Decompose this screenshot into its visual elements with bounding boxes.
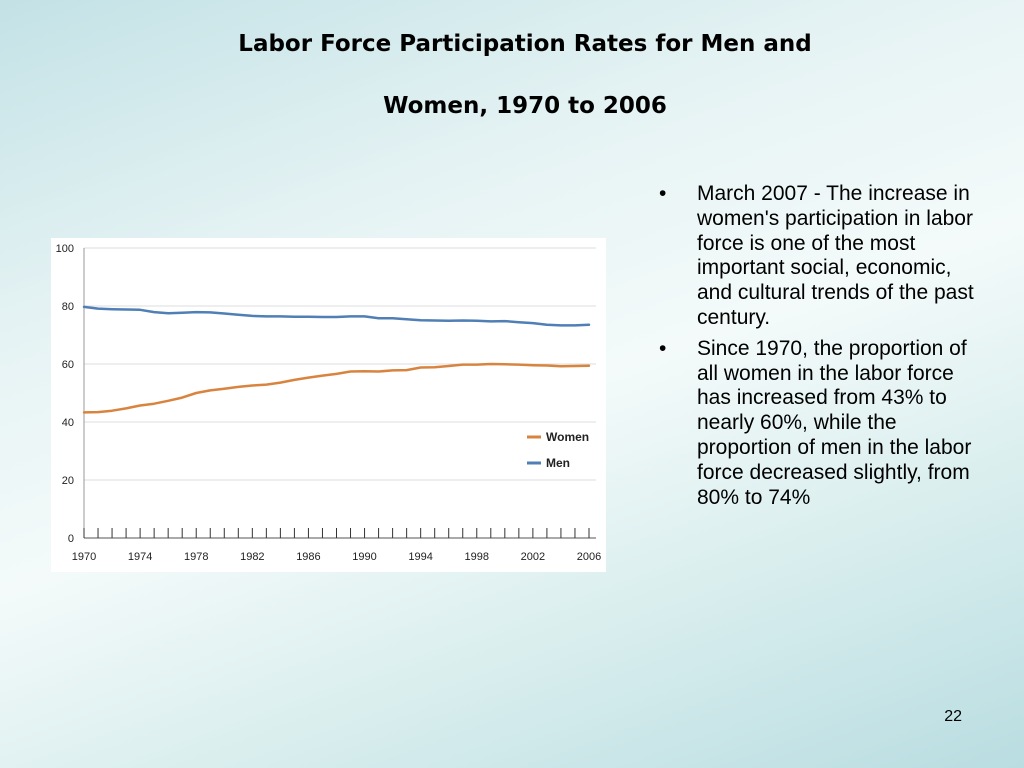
legend-label: Women — [546, 430, 589, 444]
chart-canvas: 0 20 40 60 80 100 1970 1974 1978 1982 1986 1990 1994… — [56, 243, 602, 563]
series-line-women — [82, 362, 591, 414]
bullet-item: • Since 1970, the proportion of all wome… — [655, 337, 975, 511]
x-tick-label: 1998 — [465, 551, 489, 563]
x-tick-label: 1982 — [240, 551, 264, 563]
bullet-text: Since 1970, the proportion of all women … — [697, 336, 972, 509]
y-tick-label: 0 — [68, 533, 74, 545]
bullet-marker: • — [659, 336, 667, 360]
page-number: 22 — [944, 708, 962, 725]
chart-axes: 0 20 40 60 80 100 1970 1974 1978 1982 1986 1990 1994… — [56, 243, 602, 563]
y-tick-label: 80 — [62, 301, 74, 313]
bullet-marker: • — [659, 182, 667, 205]
legend-label: Men — [546, 456, 570, 470]
bullet-item: • March 2007 - The increase in women's p… — [655, 182, 975, 331]
x-tick-label: 1986 — [296, 551, 320, 563]
x-tick-label: 1994 — [408, 551, 432, 563]
chart-legend: Women Men — [527, 430, 589, 470]
bullet-text: March 2007 - The increase in women's par… — [697, 182, 974, 329]
slide-title-line-2: Women, 1970 to 2006 — [383, 93, 667, 119]
chart-series — [82, 305, 591, 414]
slide-title-line-1: Labor Force Participation Rates for Men … — [238, 31, 812, 57]
x-tick-label: 1978 — [184, 551, 208, 563]
y-tick-label: 20 — [62, 475, 74, 487]
y-tick-label: 100 — [56, 243, 74, 255]
x-tick-label: 2006 — [577, 551, 601, 563]
x-tick-label: 1970 — [72, 551, 96, 563]
x-tick-label: 1974 — [128, 551, 152, 563]
y-tick-label: 60 — [62, 359, 74, 371]
bullet-list: • March 2007 - The increase in women's p… — [655, 182, 975, 516]
x-tick-label: 2002 — [521, 551, 545, 563]
slide-title: Labor Force Participation Rates for Men … — [150, 28, 900, 122]
chart-gridlines — [84, 247, 596, 481]
series-line-men — [82, 305, 591, 327]
line-chart: 0 20 40 60 80 100 1970 1974 1978 1982 1986 1990 1994… — [51, 238, 606, 572]
y-tick-label: 40 — [62, 417, 74, 429]
x-tick-label: 1990 — [352, 551, 376, 563]
